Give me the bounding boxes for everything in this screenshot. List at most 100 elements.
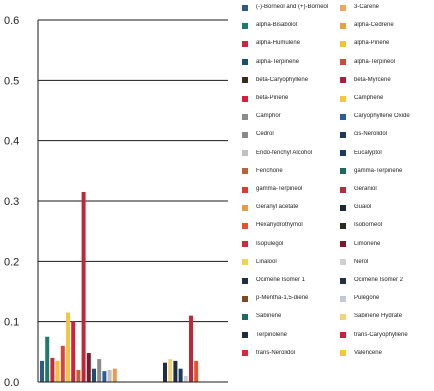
- legend-label: Linalool: [256, 258, 277, 265]
- legend-item: cis-Nerolidol: [340, 131, 432, 138]
- legend-label: Guaiol: [354, 204, 372, 211]
- legend-swatch: [340, 113, 346, 120]
- legend-label: Terpinolene: [256, 331, 288, 338]
- legend-item: Cedrol: [242, 131, 334, 138]
- legend-item: Isoborneol: [340, 222, 432, 229]
- legend-label: Ocimene Isomer 1: [256, 277, 306, 283]
- legend-item: alpha-Bisabolol: [242, 22, 334, 29]
- bar: [92, 368, 96, 382]
- legend-label: (-)-Borneol and (+)-Borneol: [256, 4, 329, 10]
- bar: [189, 315, 193, 382]
- legend-swatch: [340, 59, 346, 66]
- legend-swatch: [242, 204, 248, 211]
- bar: [60, 345, 65, 382]
- legend-item: Nerol: [340, 259, 432, 266]
- legend-label: cis-Nerolidol: [354, 131, 388, 138]
- legend-item: Camphor: [242, 113, 334, 120]
- bar: [66, 312, 70, 382]
- legend-label: gamma-Terpinene: [354, 167, 403, 174]
- legend-item: beta-Myrcene: [340, 77, 432, 84]
- chart-legend: (-)-Borneol and (+)-Borneol 3-Carene alpha…: [236, 0, 434, 391]
- bar: [71, 321, 76, 382]
- legend-item: Limonene: [340, 241, 432, 248]
- legend-label: Endo-fenchyl Alcohol: [256, 149, 313, 156]
- bar: [178, 368, 183, 382]
- legend-item: Isopulegol: [242, 241, 334, 248]
- legend-swatch: [242, 277, 248, 284]
- legend-label: Isopulegol: [256, 240, 284, 247]
- legend-swatch: [242, 22, 248, 29]
- legend-swatch: [340, 95, 346, 102]
- y-tick-label: 0.5: [4, 75, 19, 87]
- bar: [102, 371, 107, 382]
- legend-label: trans-Caryophyllene: [354, 331, 408, 338]
- legend-item: Caryophyllene Oxide: [340, 113, 432, 120]
- legend-label: beta-Pinene: [256, 95, 289, 101]
- y-tick-label: 0.1: [4, 317, 19, 329]
- bar: [45, 336, 50, 382]
- legend-item: Sabinene: [242, 313, 334, 320]
- legend-item: alpha-Terpinene: [242, 59, 334, 66]
- bar: [81, 191, 86, 382]
- legend-swatch: [242, 131, 248, 138]
- legend-swatch: [242, 259, 248, 266]
- legend-swatch: [340, 4, 346, 11]
- legend-item: Geraniol: [340, 186, 432, 193]
- y-tick-label: 0.6: [4, 15, 19, 27]
- legend-label: Sabinene: [256, 313, 282, 320]
- legend-item: Terpinolene: [242, 332, 334, 339]
- legend-swatch: [242, 113, 248, 120]
- legend-swatch: [340, 186, 346, 193]
- bar: [55, 360, 60, 382]
- legend-swatch: [340, 150, 346, 157]
- legend-swatch: [340, 204, 346, 211]
- legend-swatch: [242, 168, 248, 175]
- legend-swatch: [242, 313, 248, 320]
- bar: [163, 362, 167, 382]
- legend-item: beta-Pinene: [242, 95, 334, 102]
- legend-label: alpha-Terpinene: [256, 58, 300, 65]
- legend-swatch: [242, 150, 248, 157]
- legend-label: Camphor: [256, 113, 281, 120]
- legend-item: alpha-Terpineol: [340, 59, 432, 66]
- legend-label: alpha-Terpineol: [354, 58, 396, 65]
- bar: [76, 369, 81, 382]
- legend-swatch: [242, 332, 248, 339]
- legend-item: trans-Nerolidol: [242, 350, 334, 357]
- legend-label: gamma-Terpineol: [256, 186, 303, 192]
- legend-swatch: [340, 131, 346, 138]
- legend-item: Eucalyptol: [340, 150, 432, 157]
- legend-item: gamma-Terpinene: [340, 168, 432, 175]
- legend-swatch: [242, 95, 248, 102]
- legend-label: trans-Nerolidol: [256, 349, 296, 356]
- legend-swatch: [340, 332, 346, 339]
- legend-label: Fenchone: [256, 167, 283, 174]
- bar: [183, 375, 188, 382]
- legend-label: Limonene: [354, 240, 381, 247]
- bar: [107, 369, 112, 382]
- legend-item: Geranyl acetate: [242, 204, 334, 211]
- legend-swatch: [340, 168, 346, 175]
- legend-item: Guaiol: [340, 204, 432, 211]
- legend-label: alpha-Bisabolol: [256, 22, 298, 29]
- legend-label: alpha-Pinene: [354, 40, 390, 47]
- legend-swatch: [340, 350, 346, 357]
- legend-item: Ocimene Isomer 2: [340, 277, 432, 284]
- gridlines: [38, 19, 228, 323]
- legend-item: Fenchone: [242, 168, 334, 175]
- legend-label: alpha-Cedrene: [354, 22, 394, 29]
- legend-item: Valencene: [340, 350, 432, 357]
- y-tick-label: 0.2: [4, 256, 19, 268]
- legend-swatch: [340, 295, 346, 302]
- bar: [50, 357, 55, 382]
- legend-label: Camphene: [354, 95, 384, 101]
- bar: [40, 360, 44, 382]
- bar: [168, 359, 173, 382]
- bars: [40, 191, 199, 382]
- bar: [194, 360, 199, 382]
- bar: [173, 360, 178, 382]
- legend-swatch: [340, 259, 346, 266]
- legend-label: Nerol: [354, 258, 369, 265]
- y-tick-label: 0.0: [4, 377, 19, 389]
- legend-label: p-Mentha-1,5-diene: [256, 295, 309, 302]
